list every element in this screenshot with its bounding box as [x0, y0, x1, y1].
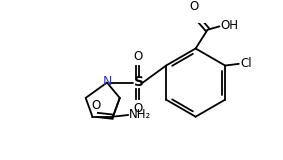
Text: O: O	[189, 0, 199, 13]
Text: S: S	[134, 75, 143, 89]
Text: O: O	[133, 102, 142, 115]
Text: Cl: Cl	[241, 57, 252, 70]
Text: N: N	[102, 75, 112, 88]
Text: O: O	[133, 50, 142, 63]
Text: NH₂: NH₂	[129, 108, 151, 121]
Text: OH: OH	[220, 19, 238, 32]
Text: O: O	[91, 99, 100, 112]
